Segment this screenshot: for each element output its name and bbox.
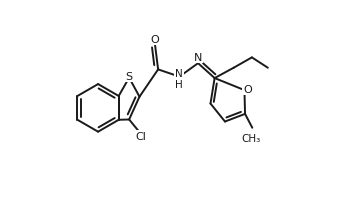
Text: Cl: Cl bbox=[135, 131, 146, 141]
Text: S: S bbox=[125, 72, 133, 82]
Text: O: O bbox=[151, 35, 159, 45]
Text: CH₃: CH₃ bbox=[242, 133, 261, 143]
Text: O: O bbox=[243, 85, 252, 95]
Text: N
H: N H bbox=[175, 69, 183, 90]
Text: N: N bbox=[194, 53, 202, 63]
